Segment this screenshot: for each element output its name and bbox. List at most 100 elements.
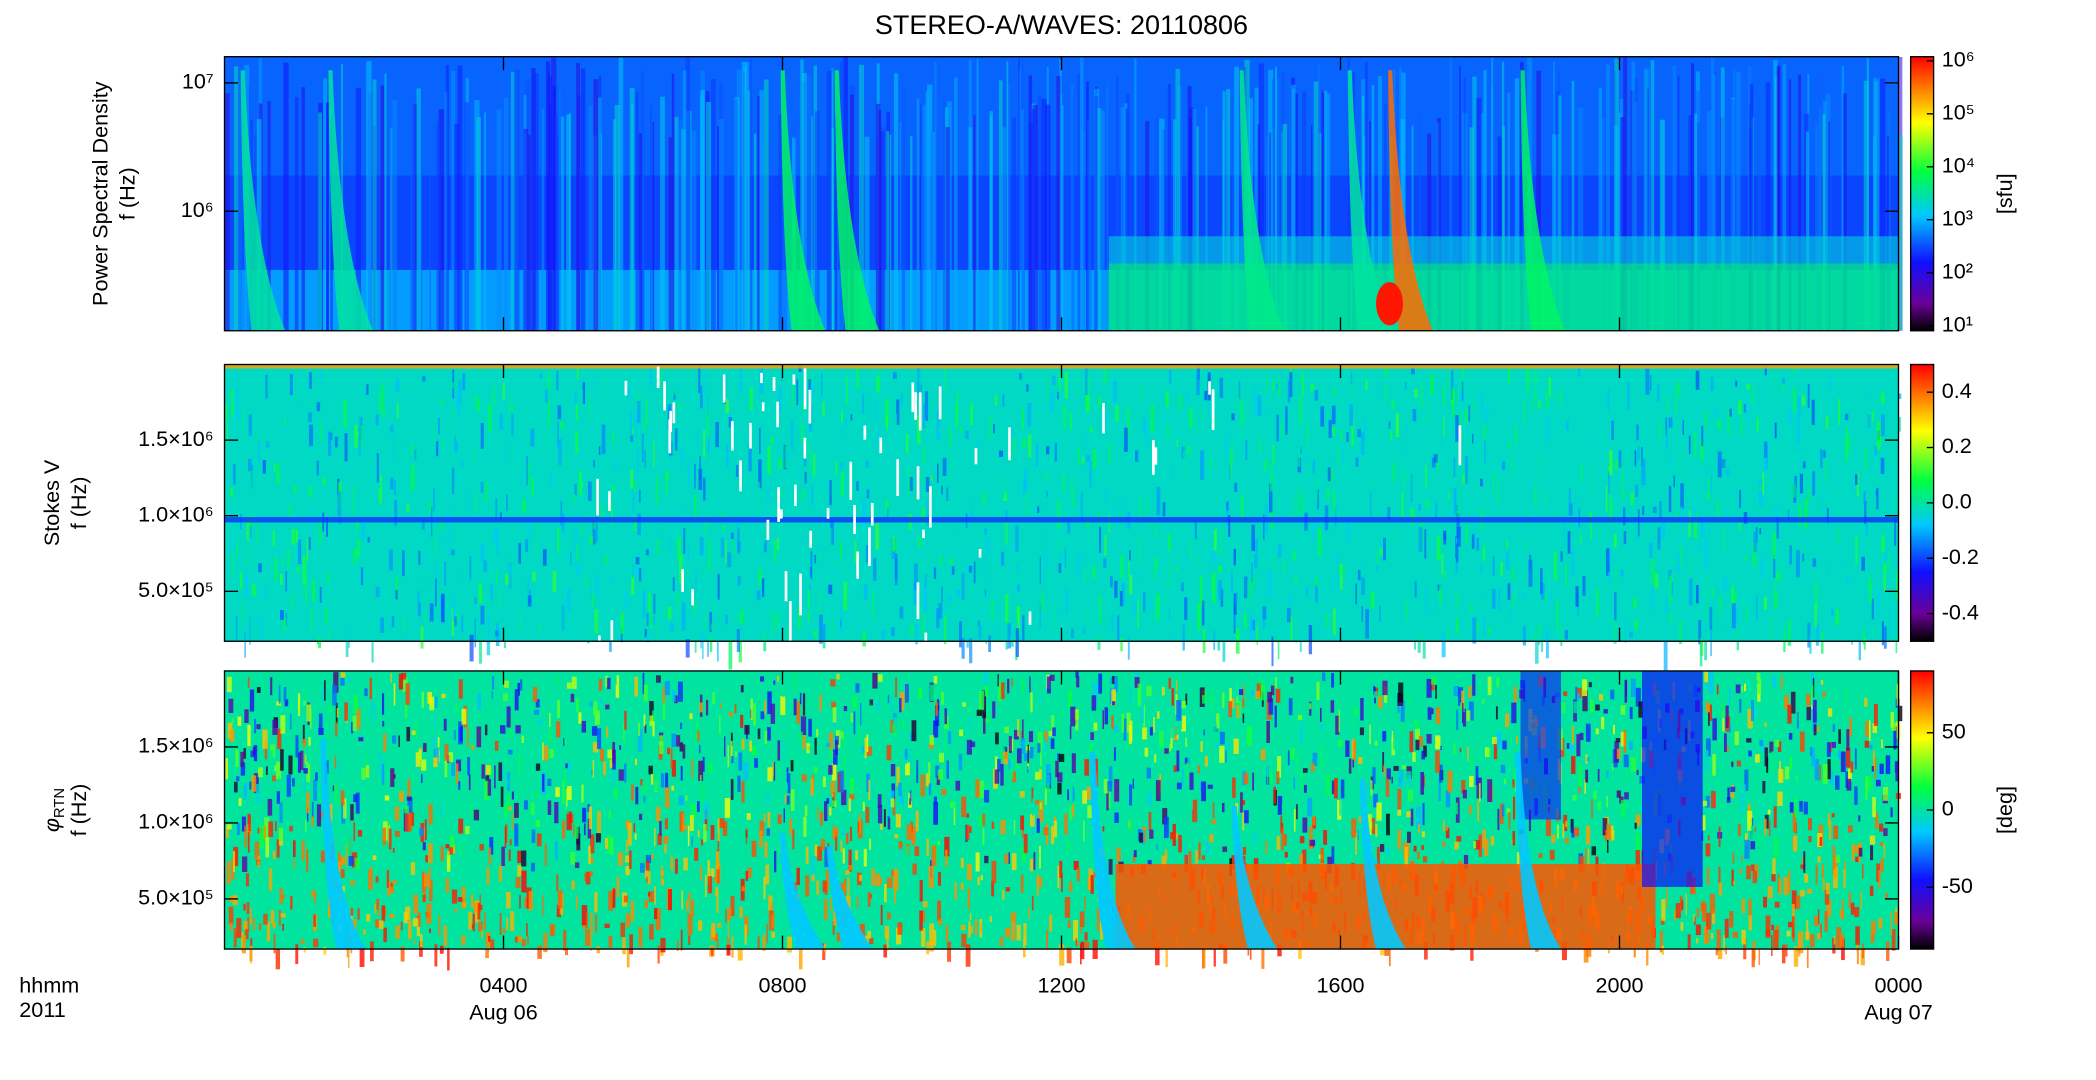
speckle [1655, 515, 1658, 534]
speckle [515, 877, 521, 889]
speckle [1257, 395, 1262, 417]
speckle [1611, 763, 1614, 771]
streak [1555, 90, 1560, 331]
speckle [823, 899, 828, 921]
speckle [560, 500, 563, 526]
speckle [633, 516, 637, 532]
speckle [1513, 686, 1517, 703]
speckle [1290, 616, 1293, 640]
speckle [651, 615, 655, 625]
speckle [1701, 536, 1703, 543]
speckle [699, 455, 701, 482]
speckle [1695, 370, 1700, 390]
speckle [1578, 765, 1582, 787]
speckle [1712, 377, 1716, 387]
speckle [557, 700, 561, 718]
speckle [1741, 856, 1743, 862]
speckle [822, 880, 827, 893]
speckle [763, 632, 767, 652]
speckle [1808, 836, 1812, 843]
speckle [1046, 376, 1050, 405]
speckle [381, 693, 385, 715]
speckle [1057, 772, 1063, 783]
speckle [1331, 457, 1334, 467]
speckle [465, 489, 469, 519]
speckle [1037, 732, 1043, 750]
speckle [500, 786, 504, 808]
speckle [1877, 766, 1881, 787]
speckle [502, 693, 508, 702]
speckle [270, 910, 275, 924]
speckle [1563, 691, 1568, 696]
speckle [773, 540, 777, 562]
speckle [947, 731, 952, 745]
speckle [1732, 931, 1738, 938]
speckle [1338, 739, 1343, 747]
speckle [1739, 490, 1742, 508]
speckle [1478, 783, 1481, 802]
speckle [531, 862, 535, 872]
speckle [249, 617, 251, 645]
speckle [1455, 504, 1459, 512]
speckle [1511, 593, 1516, 608]
speckle [1075, 708, 1079, 731]
speckle [1841, 899, 1844, 921]
speckle [886, 877, 893, 889]
streak [800, 59, 804, 331]
speckle [1757, 679, 1762, 694]
speckle [1623, 730, 1627, 753]
speckle [395, 925, 400, 939]
speckle [651, 853, 655, 860]
speckle [585, 871, 591, 885]
colorbar-tick-label: 10² [1942, 258, 1973, 283]
speckle [410, 470, 412, 490]
gap [914, 392, 917, 420]
speckle [1086, 520, 1090, 528]
speckle [1607, 388, 1610, 411]
speckle [1280, 815, 1284, 833]
streak [660, 96, 665, 331]
speckle [1702, 815, 1706, 831]
speckle [1575, 686, 1578, 704]
speckle [1831, 813, 1835, 818]
speckle [1135, 450, 1139, 462]
speckle [517, 935, 523, 943]
speckle [656, 539, 660, 555]
speckle [525, 538, 529, 553]
speckle [1773, 372, 1778, 393]
speckle [244, 632, 246, 658]
streak [685, 56, 691, 331]
speckle [936, 699, 940, 711]
streak [1437, 117, 1441, 331]
speckle [457, 844, 463, 854]
speckle [1658, 421, 1661, 440]
speckle [944, 615, 947, 645]
speckle [805, 533, 808, 552]
streak [614, 105, 620, 331]
speckle [1537, 400, 1541, 409]
speckle [1062, 473, 1066, 492]
speckle [1231, 413, 1235, 421]
speckle [400, 921, 403, 931]
speckle [238, 798, 242, 806]
speckle [1340, 437, 1345, 466]
speckle [557, 528, 560, 553]
speckle [498, 865, 503, 882]
speckle [683, 857, 688, 871]
speckle [1590, 466, 1593, 493]
speckle [1458, 687, 1463, 706]
speckle [977, 620, 981, 627]
speckle [1807, 622, 1811, 648]
speckle [590, 834, 595, 854]
speckle [312, 714, 315, 721]
speckle [836, 932, 841, 942]
speckle [1063, 406, 1067, 430]
gap [624, 380, 628, 396]
speckle [1704, 467, 1708, 492]
speckle [1022, 615, 1025, 641]
speckle [1606, 839, 1609, 853]
speckle [1897, 705, 1903, 722]
speckle [1708, 671, 1714, 694]
gap [784, 571, 788, 602]
speckle [422, 842, 426, 851]
